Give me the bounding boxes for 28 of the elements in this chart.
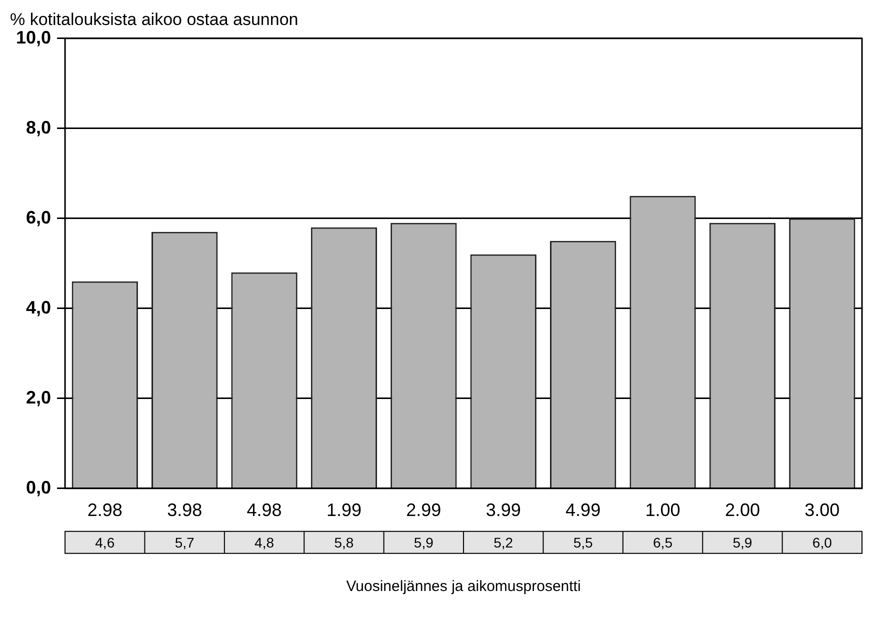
y-tick-label: 2,0 <box>26 387 52 408</box>
y-tick-label: 0,0 <box>26 477 52 498</box>
x-tick-label: 2.98 <box>87 500 122 520</box>
y-tick-label: 8,0 <box>26 117 52 138</box>
data-label: 5,2 <box>494 534 514 550</box>
data-label: 6,5 <box>653 534 673 550</box>
x-tick-label: 2.99 <box>406 500 442 520</box>
x-tick-label: 1.99 <box>326 500 362 520</box>
x-tick-label: 3.98 <box>167 500 202 520</box>
data-label: 5,5 <box>573 534 594 550</box>
y-tick-label: 6,0 <box>26 207 52 228</box>
x-tick-label: 3.00 <box>804 500 840 520</box>
x-tick-label: 4.99 <box>566 500 601 520</box>
x-axis-title: Vuosineljännes ja aikomusprosentti <box>346 578 581 596</box>
chart-title: % kotitalouksista aikoo ostaa asunnon <box>10 10 298 29</box>
data-label: 6,0 <box>812 534 832 550</box>
x-tick-label: 3.99 <box>486 500 521 520</box>
y-tick-label: 4,0 <box>26 297 52 318</box>
y-tick-label: 10,0 <box>16 27 52 48</box>
data-label: 5,9 <box>414 534 434 550</box>
data-label: 4,6 <box>95 534 115 550</box>
x-tick-label: 2.00 <box>724 500 760 520</box>
x-tick-label: 4.98 <box>246 500 282 520</box>
x-tick-label: 1.00 <box>645 500 680 520</box>
data-label: 5,9 <box>732 534 752 550</box>
data-label: 5,8 <box>334 534 354 550</box>
data-label: 4,8 <box>254 534 274 550</box>
data-label: 5,7 <box>174 534 195 550</box>
